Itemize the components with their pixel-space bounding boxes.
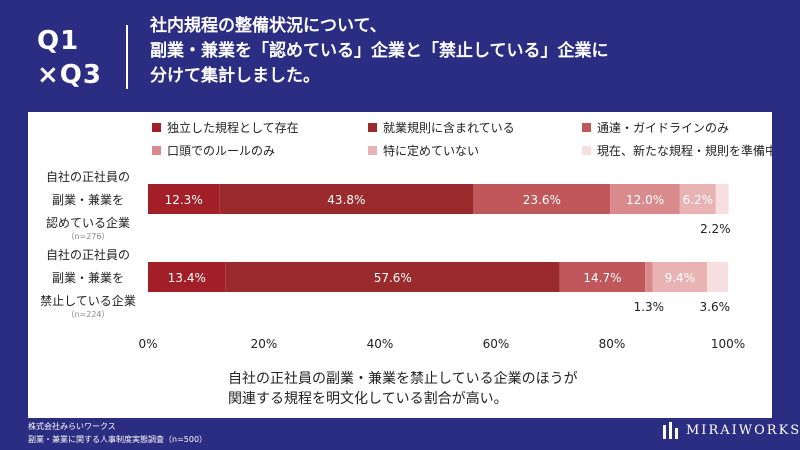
x-tick-label: 40% bbox=[367, 337, 394, 351]
logo-icon bbox=[663, 422, 678, 439]
data-label: 12.0% bbox=[626, 193, 664, 207]
x-tick-label: 20% bbox=[251, 337, 278, 351]
legend-swatch bbox=[582, 146, 591, 155]
title-line2: 副業・兼業を「認めている」企業と「禁止している」企業に bbox=[150, 41, 609, 61]
legend-label: 現在、新たな規程・規則を準備中 bbox=[597, 143, 772, 158]
bar-segment bbox=[219, 184, 474, 214]
category-label-line1: 自社の正社員の bbox=[46, 169, 130, 184]
title-line1: 社内規程の整備状況について、 bbox=[150, 16, 387, 36]
data-label: 1.3% bbox=[634, 300, 665, 314]
data-label: 23.6% bbox=[523, 193, 561, 207]
data-label: 2.2% bbox=[700, 222, 731, 236]
bar-segment bbox=[610, 184, 680, 214]
bar-segment bbox=[679, 184, 716, 214]
x-tick-label: 80% bbox=[599, 337, 626, 351]
legend-label: 就業規則に含まれている bbox=[383, 120, 515, 135]
chart-panel: 独立した規程として存在 就業規則に含まれている 通達・ガイドラインのみ口頭でのルール… bbox=[28, 112, 777, 418]
bar-segment bbox=[148, 262, 226, 292]
x-tick-label: 0% bbox=[138, 337, 157, 351]
category-label-line3: 認めている企業 bbox=[46, 215, 130, 230]
legend-swatch bbox=[582, 123, 591, 132]
bar-segment bbox=[473, 184, 611, 214]
legend-swatch bbox=[368, 146, 377, 155]
footer-survey: 副業・兼業に関する人事制度実態調査（n=500） bbox=[28, 435, 208, 444]
bar-segment bbox=[559, 262, 646, 292]
title-line3: 分けて集計しました。 bbox=[150, 66, 320, 86]
bar-segment bbox=[225, 262, 560, 292]
legend-swatch bbox=[368, 123, 377, 132]
legend-label: 通達・ガイドラインのみ bbox=[597, 121, 729, 135]
category-label-line1: 自社の正社員の bbox=[46, 247, 130, 262]
bar-segment bbox=[652, 262, 708, 292]
question-label-line1: Q1 bbox=[37, 26, 80, 56]
data-label: 14.7% bbox=[583, 271, 621, 285]
stacked-bar-chart: 独立した規程として存在 就業規則に含まれている 通達・ガイドラインのみ口頭でのルール… bbox=[40, 120, 777, 407]
logo: MIRAIWORKS bbox=[662, 420, 799, 444]
legend: 独立した規程として存在 就業規則に含まれている 通達・ガイドラインのみ口頭でのルール… bbox=[152, 120, 777, 158]
footer-source: 株式会社みらいワークス 副業・兼業に関する人事制度実態調査（n=500） bbox=[28, 420, 207, 446]
x-tick-label: 100% bbox=[711, 337, 745, 351]
legend-label: 独立した規程として存在 bbox=[167, 120, 299, 135]
bar-segment bbox=[715, 184, 729, 214]
data-label: 3.6% bbox=[700, 300, 731, 314]
conclusion-line2: 関連する規程を明文化している割合が高い。 bbox=[228, 390, 508, 407]
conclusion-line1: 自社の正社員の副業・兼業を禁止している企業のほうが bbox=[228, 370, 578, 387]
data-label: 43.8% bbox=[327, 193, 365, 207]
legend-swatch bbox=[152, 146, 161, 155]
bars: 12.3% 43.8% 23.6% 12.0% 6.2% 2.2% 13.4% 57.6% 14… bbox=[148, 184, 731, 314]
logo-text: MIRAIWORKS bbox=[686, 423, 800, 438]
data-label: 57.6% bbox=[374, 271, 412, 285]
category-n-label: （n=224） bbox=[66, 310, 109, 319]
footer-company: 株式会社みらいワークス bbox=[28, 422, 116, 431]
legend-swatch bbox=[152, 123, 161, 132]
question-label-line2: ×Q3 bbox=[37, 60, 102, 90]
legend-label: 口頭でのルールのみ bbox=[167, 144, 275, 158]
bar-segment bbox=[645, 262, 653, 292]
bar-segment bbox=[707, 262, 728, 292]
category-label-line3: 禁止している企業 bbox=[40, 293, 136, 308]
bar-segment bbox=[148, 184, 220, 214]
question-label: Q1 ×Q3 bbox=[37, 24, 102, 92]
legend-label: 特に定めていない bbox=[383, 143, 479, 158]
header: Q1 ×Q3 社内規程の整備状況について、 副業・兼業を「認めている」企業と「禁… bbox=[0, 0, 800, 102]
category-n-label: （n=276） bbox=[66, 232, 109, 241]
category-label-line2: 副業・兼業を bbox=[52, 271, 124, 285]
header-divider bbox=[126, 25, 128, 89]
data-label: 6.2% bbox=[683, 193, 714, 207]
data-label: 13.4% bbox=[168, 271, 206, 285]
data-label: 9.4% bbox=[665, 271, 696, 285]
category-label-line2: 副業・兼業を bbox=[52, 193, 124, 207]
x-tick-label: 60% bbox=[483, 337, 510, 351]
x-axis: 0% 20% 40% 60% 80% 100% bbox=[138, 337, 745, 351]
page-title: 社内規程の整備状況について、 副業・兼業を「認めている」企業と「禁止している」企… bbox=[150, 14, 609, 89]
data-label: 12.3% bbox=[165, 193, 203, 207]
